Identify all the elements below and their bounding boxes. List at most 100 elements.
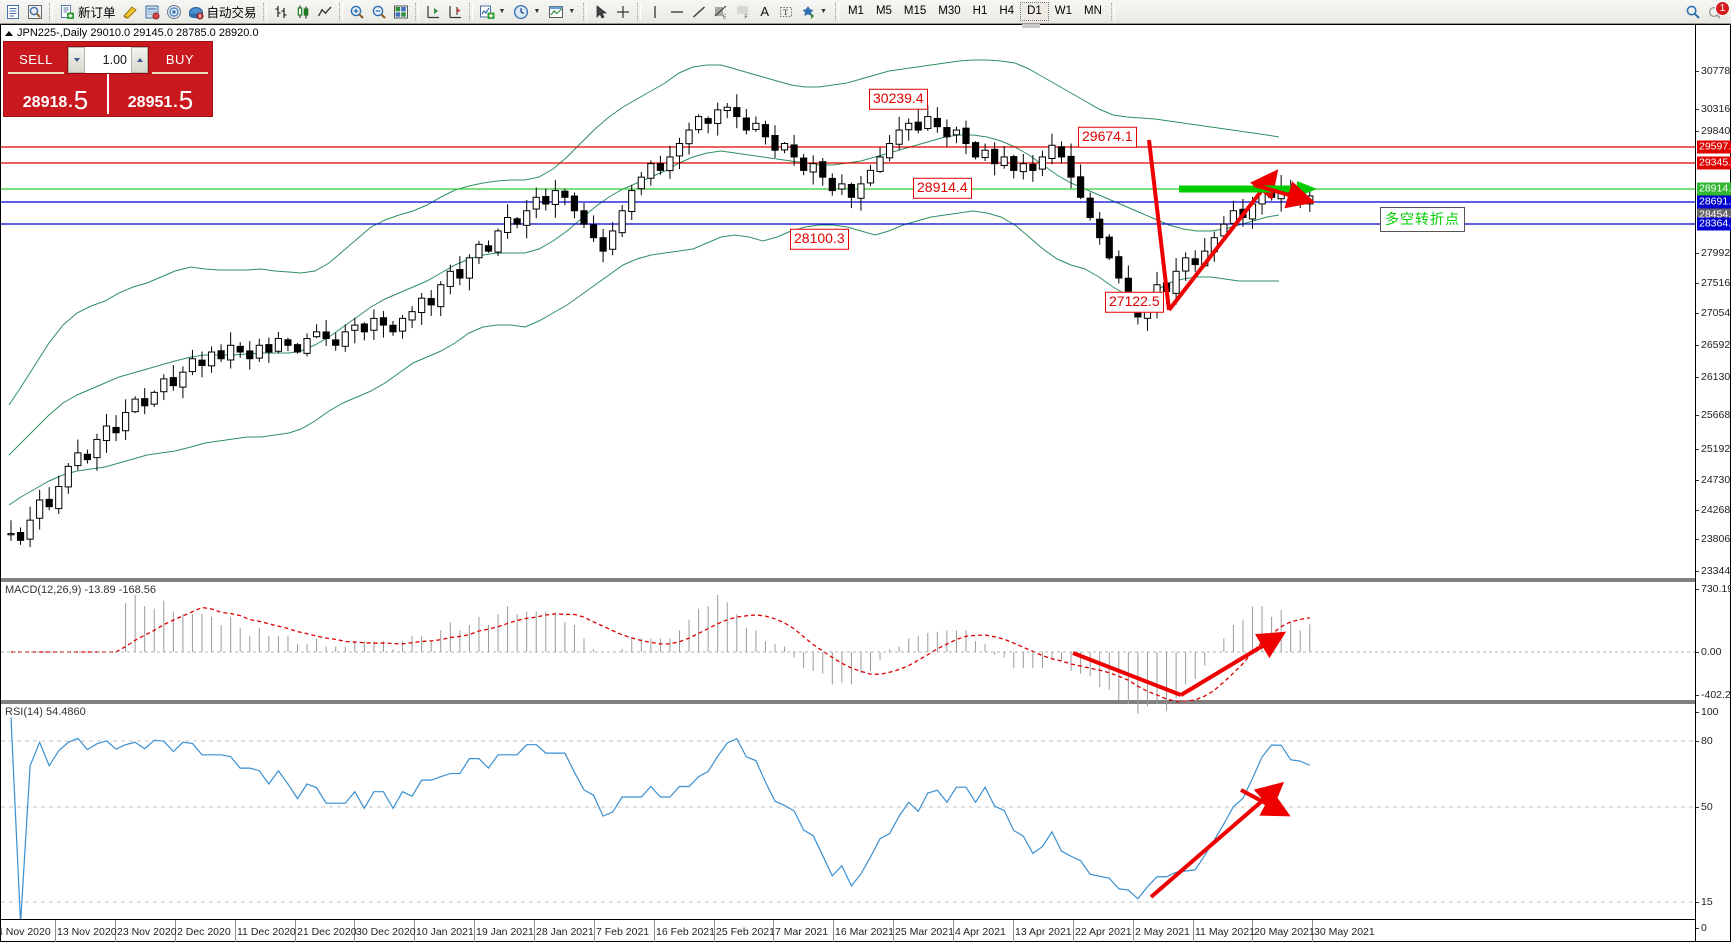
time-label: 11 Dec 2020 xyxy=(237,926,296,938)
candle-body xyxy=(809,163,817,173)
signals-icon[interactable] xyxy=(163,1,185,23)
indicators-icon[interactable]: ▼ xyxy=(476,1,511,23)
chart-canvas[interactable] xyxy=(1,25,1695,941)
new-chart-icon[interactable] xyxy=(2,1,24,23)
alerts-icon[interactable]: 1 xyxy=(1704,0,1730,23)
candle-body xyxy=(580,210,588,225)
new-order-button[interactable]: 新订单 xyxy=(56,1,119,23)
candle-body xyxy=(866,169,875,184)
time-separator xyxy=(414,920,415,942)
candle-body xyxy=(475,243,483,259)
toolbar-separator xyxy=(468,2,473,21)
time-label: 7 Feb 2021 xyxy=(596,926,650,938)
auto-trading-button[interactable]: 自动交易 xyxy=(185,1,260,23)
timeframe-h4[interactable]: H4 xyxy=(999,4,1015,17)
time-separator xyxy=(773,920,774,942)
sell-price[interactable]: 28918 . 5 xyxy=(4,74,109,114)
level-tag-29345: 29345.3 xyxy=(1697,156,1731,170)
price-flag-27122[interactable]: 27122.5 xyxy=(1105,291,1164,313)
zoom-in-icon[interactable] xyxy=(346,1,368,23)
candlestick-chart-icon[interactable] xyxy=(292,1,314,23)
level-tag-29597: 29597.9 xyxy=(1697,140,1731,154)
candle-body xyxy=(26,519,34,540)
cursor-icon[interactable] xyxy=(590,1,612,23)
chart-window[interactable]: JPN225-,Daily 29010.0 29145.0 28785.0 28… xyxy=(0,24,1731,942)
timeframe-mn[interactable]: MN xyxy=(1084,4,1102,17)
chevron-down-icon[interactable]: ▼ xyxy=(498,8,506,15)
timeframe-d1[interactable]: D1 xyxy=(1020,2,1049,21)
chevron-down-icon[interactable]: ▼ xyxy=(820,8,827,15)
sell-button[interactable]: SELL xyxy=(8,46,64,74)
macd-indicator-label: MACD(12,26,9) -13.89 -168.56 xyxy=(5,584,157,596)
vertical-line-icon[interactable] xyxy=(644,1,666,23)
candle-body xyxy=(656,163,664,171)
volume-decrement-button[interactable] xyxy=(68,47,85,73)
chart-title: JPN225-,Daily 29010.0 29145.0 28785.0 28… xyxy=(5,27,259,39)
text-icon[interactable]: A xyxy=(754,1,775,23)
one-click-trading-panel[interactable]: SELL 1.00 BUY 28918 . 5 28951 . 5 xyxy=(3,41,213,117)
candle-body xyxy=(169,377,177,387)
candle-body xyxy=(198,359,206,366)
candle-body xyxy=(685,129,693,145)
main-toolbar: 新订单 自动交易 xyxy=(0,0,1731,24)
candle-body xyxy=(828,177,836,192)
long-short-turning-point-note[interactable]: 多空转折点 xyxy=(1380,207,1465,232)
candle-body xyxy=(1000,156,1008,166)
text-icon-glyph: A xyxy=(760,4,770,19)
chart-title-text: JPN225-,Daily 29010.0 29145.0 28785.0 28… xyxy=(17,27,259,39)
volume-stepper[interactable]: 1.00 xyxy=(67,46,149,74)
timeframe-m15[interactable]: M15 xyxy=(903,4,927,17)
trendline-icon[interactable] xyxy=(688,1,710,23)
search-icon[interactable] xyxy=(1682,1,1704,23)
fibonacci-retracement-icon[interactable]: E xyxy=(710,1,732,23)
market-watch-icon[interactable] xyxy=(24,1,46,23)
macd-signal-line xyxy=(11,606,1310,703)
period-icon[interactable]: ▼ xyxy=(510,1,545,23)
candle-body xyxy=(561,190,569,198)
line-chart-icon[interactable] xyxy=(314,1,336,23)
chart-collapse-icon[interactable] xyxy=(5,30,13,36)
buy-button[interactable]: BUY xyxy=(152,46,208,74)
timeframe-h1[interactable]: H1 xyxy=(972,4,988,17)
price-flag-28914[interactable]: 28914.4 xyxy=(913,177,972,199)
zoom-out-icon[interactable] xyxy=(368,1,390,23)
time-separator xyxy=(295,920,296,942)
crosshair-icon[interactable] xyxy=(612,1,634,23)
buy-price[interactable]: 28951 . 5 xyxy=(109,74,212,114)
volume-increment-button[interactable] xyxy=(131,47,148,73)
arrows-icon[interactable]: ▼ xyxy=(797,1,832,23)
price-scale[interactable]: 30778.0 30316.0 29840.0 27992.0 27516.0 … xyxy=(1695,25,1731,941)
price-flag-28100[interactable]: 28100.3 xyxy=(790,228,849,250)
metaeditor-icon[interactable] xyxy=(119,1,141,23)
candle-body xyxy=(332,339,340,346)
volume-input[interactable]: 1.00 xyxy=(102,53,127,67)
chart-shift-icon[interactable] xyxy=(444,1,466,23)
price-flag-30239[interactable]: 30239.4 xyxy=(869,88,928,110)
timeframe-m30[interactable]: M30 xyxy=(938,4,961,17)
rsi-tick: 0 xyxy=(1696,922,1707,934)
chevron-down-icon[interactable]: ▼ xyxy=(568,8,576,15)
terminal-icon[interactable] xyxy=(141,1,163,23)
price-flag-29674[interactable]: 29674.1 xyxy=(1078,126,1137,148)
text-label-icon[interactable]: T xyxy=(775,1,797,23)
candle-body xyxy=(981,149,989,159)
time-scale[interactable]: 4 Nov 2020 13 Nov 2020 23 Nov 2020 2 Dec… xyxy=(0,919,1695,942)
candle-body xyxy=(55,486,63,510)
green-arrow-head xyxy=(1297,181,1317,197)
timeframe-w1[interactable]: W1 xyxy=(1054,4,1073,17)
price-tick: 24730.0 xyxy=(1696,474,1731,486)
tile-windows-icon[interactable] xyxy=(390,1,412,23)
templates-icon[interactable]: ▼ xyxy=(545,1,580,23)
timeframe-m1[interactable]: M1 xyxy=(847,4,864,17)
candle-body xyxy=(484,245,493,252)
bar-chart-icon[interactable] xyxy=(270,1,292,23)
horizontal-line-icon[interactable] xyxy=(666,1,688,23)
window-splitter-handle[interactable] xyxy=(1022,24,1040,28)
timeframe-m5[interactable]: M5 xyxy=(875,4,892,17)
chevron-down-icon[interactable]: ▼ xyxy=(533,8,541,15)
auto-scroll-icon[interactable] xyxy=(422,1,444,23)
candle-body xyxy=(952,129,961,136)
candle-body xyxy=(761,124,770,138)
rsi-tick: 50 xyxy=(1696,801,1713,813)
equidistant-channel-icon[interactable]: F xyxy=(732,1,754,23)
